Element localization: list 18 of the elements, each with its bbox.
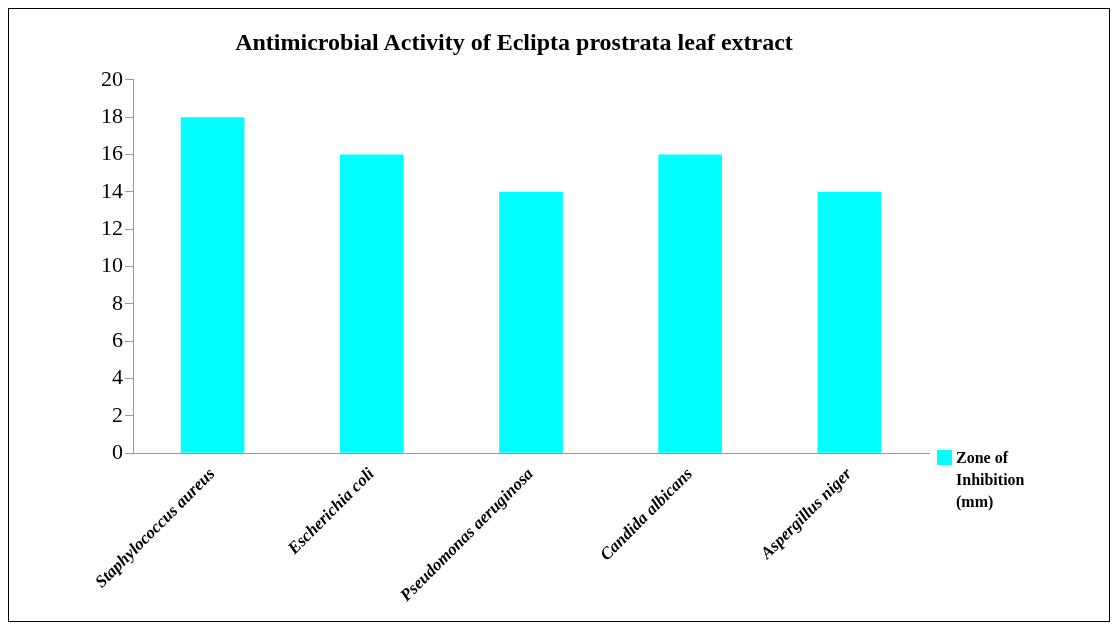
y-tick-label: 6 bbox=[112, 327, 123, 353]
y-tick-label: 14 bbox=[101, 177, 123, 203]
y-tick-label: 8 bbox=[112, 289, 123, 315]
y-tick-label: 10 bbox=[101, 252, 123, 278]
bar bbox=[817, 191, 882, 453]
y-tick-label: 16 bbox=[101, 140, 123, 166]
y-tick-label: 4 bbox=[112, 364, 123, 390]
bar bbox=[180, 117, 245, 453]
bar bbox=[499, 191, 563, 453]
bar bbox=[339, 154, 404, 453]
y-tick-label: 0 bbox=[112, 439, 123, 465]
y-tick-label: 12 bbox=[101, 214, 123, 240]
y-tick-label: 20 bbox=[101, 65, 123, 91]
legend-label: Zone of Inhibition (mm) bbox=[956, 448, 1026, 513]
bar bbox=[658, 154, 723, 453]
y-tick-label: 2 bbox=[112, 401, 123, 427]
chart-title: Antimicrobial Activity of Eclipta prostrata leaf extract bbox=[235, 28, 793, 55]
y-tick-label: 18 bbox=[101, 102, 123, 128]
